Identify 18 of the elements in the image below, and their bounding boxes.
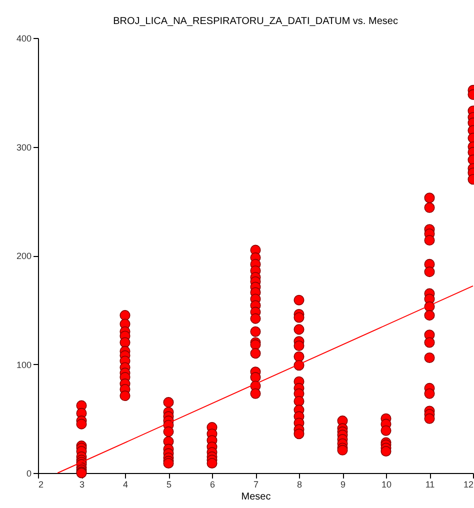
- y-tick-label: 200: [16, 251, 32, 261]
- y-tick-label: 300: [16, 142, 32, 152]
- y-tick-label: 400: [16, 34, 32, 44]
- x-tick-label: 9: [340, 480, 346, 490]
- x-tick-label: 2: [38, 480, 44, 490]
- x-tick-label: 6: [210, 480, 216, 490]
- x-tick-label: 7: [253, 480, 259, 490]
- x-tick-label: 10: [381, 480, 392, 490]
- y-tick-label: 0: [26, 468, 32, 478]
- x-tick-label: 3: [79, 480, 85, 490]
- y-tick-label: 100: [16, 360, 32, 370]
- x-tick-label: 4: [122, 480, 128, 490]
- x-axis-title: Mesec: [241, 492, 271, 502]
- x-tick-label: 8: [296, 480, 302, 490]
- chart-title: BROJ_LICA_NA_RESPIRATORU_ZA_DATI_DATUM vs. Mesec: [113, 16, 398, 27]
- x-tick-label: 5: [166, 480, 172, 490]
- x-tick-label: 12: [463, 480, 474, 490]
- x-tick-label: 11: [425, 480, 435, 490]
